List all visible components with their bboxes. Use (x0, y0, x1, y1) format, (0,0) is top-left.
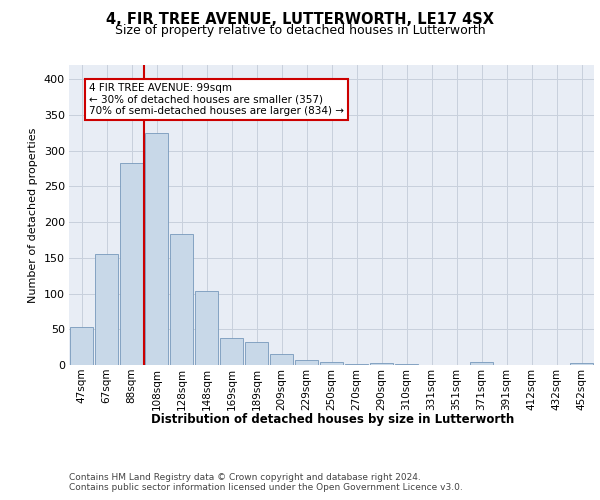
Bar (245, 342, 268, 365)
Bar (70, 327, 94, 365)
Bar (295, 360, 319, 365)
Bar (370, 363, 394, 365)
Bar (119, 163, 143, 365)
Bar (95, 254, 118, 365)
Bar (194, 292, 218, 365)
Bar (170, 234, 193, 365)
Text: Size of property relative to detached houses in Lutterworth: Size of property relative to detached ho… (115, 24, 485, 37)
Text: 4, FIR TREE AVENUE, LUTTERWORTH, LE17 4SX: 4, FIR TREE AVENUE, LUTTERWORTH, LE17 4S… (106, 12, 494, 28)
Text: Distribution of detached houses by size in Lutterworth: Distribution of detached houses by size … (151, 412, 515, 426)
Text: Contains HM Land Registry data © Crown copyright and database right 2024.: Contains HM Land Registry data © Crown c… (69, 472, 421, 482)
Bar (220, 338, 244, 365)
Bar (470, 362, 493, 365)
Text: 4 FIR TREE AVENUE: 99sqm
← 30% of detached houses are smaller (357)
70% of semi-: 4 FIR TREE AVENUE: 99sqm ← 30% of detach… (89, 83, 344, 116)
Text: Contains public sector information licensed under the Open Government Licence v3: Contains public sector information licen… (69, 483, 463, 492)
Bar (320, 362, 343, 365)
Bar (344, 364, 368, 365)
Bar (395, 364, 418, 365)
Bar (145, 133, 169, 365)
Bar (269, 354, 293, 365)
Y-axis label: Number of detached properties: Number of detached properties (28, 128, 38, 302)
Bar (569, 363, 593, 365)
